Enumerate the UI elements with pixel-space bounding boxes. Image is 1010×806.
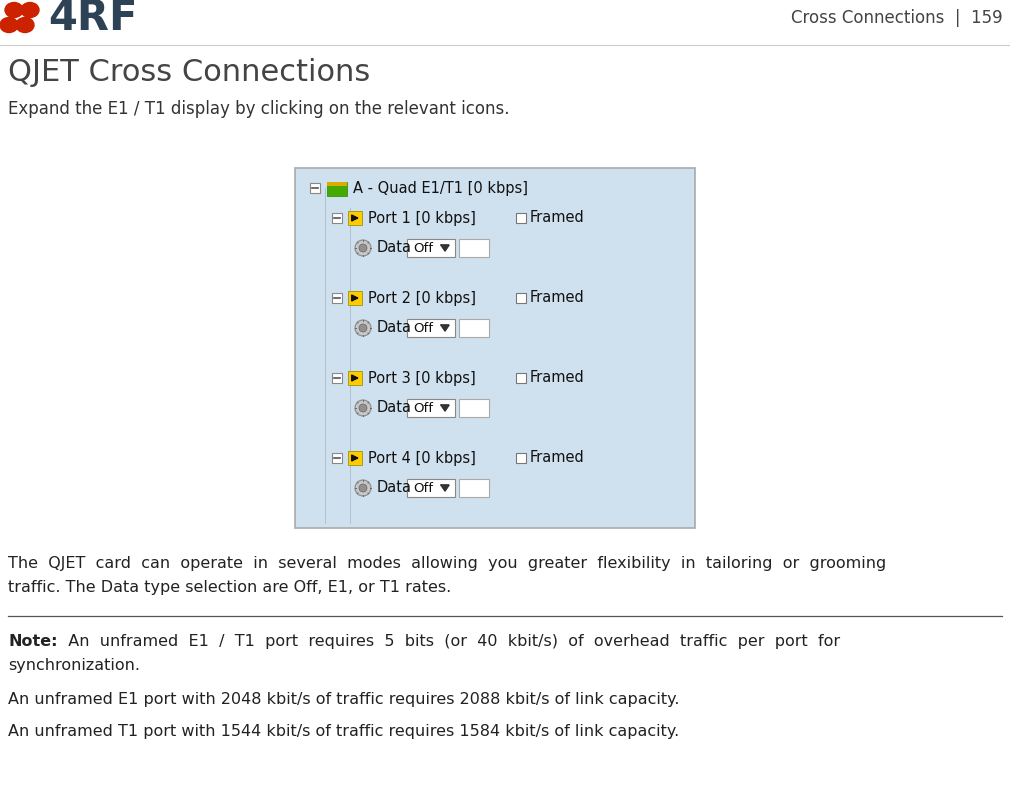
Bar bbox=[407, 399, 454, 417]
Bar bbox=[459, 399, 489, 417]
Text: Data: Data bbox=[377, 401, 412, 416]
Circle shape bbox=[355, 320, 371, 336]
Text: Framed: Framed bbox=[530, 290, 585, 305]
Text: Port 2 [0 kbps]: Port 2 [0 kbps] bbox=[368, 290, 476, 305]
Text: Framed: Framed bbox=[530, 210, 585, 226]
Text: QJET Cross Connections: QJET Cross Connections bbox=[8, 58, 371, 87]
Ellipse shape bbox=[5, 2, 23, 18]
Text: Off: Off bbox=[413, 481, 433, 495]
Bar bbox=[516, 373, 526, 383]
Polygon shape bbox=[441, 405, 449, 411]
Circle shape bbox=[355, 240, 371, 256]
Text: Data: Data bbox=[377, 240, 412, 256]
Bar bbox=[516, 453, 526, 463]
Circle shape bbox=[359, 244, 367, 252]
Polygon shape bbox=[441, 245, 449, 251]
Circle shape bbox=[359, 404, 367, 412]
Polygon shape bbox=[441, 485, 449, 491]
Ellipse shape bbox=[21, 2, 39, 18]
Ellipse shape bbox=[0, 18, 18, 32]
Text: Framed: Framed bbox=[530, 371, 585, 385]
Bar bbox=[407, 239, 454, 257]
Circle shape bbox=[359, 484, 367, 492]
Text: Note:: Note: bbox=[8, 634, 58, 649]
Bar bbox=[459, 319, 489, 337]
Bar bbox=[516, 213, 526, 223]
Polygon shape bbox=[441, 325, 449, 331]
Text: The  QJET  card  can  operate  in  several  modes  allowing  you  greater  flexi: The QJET card can operate in several mod… bbox=[8, 556, 886, 571]
Bar bbox=[327, 182, 347, 196]
Text: An  unframed  E1  /  T1  port  requires  5  bits  (or  40  kbit/s)  of  overhead: An unframed E1 / T1 port requires 5 bits… bbox=[58, 634, 840, 649]
Text: Cross Connections  |  159: Cross Connections | 159 bbox=[792, 9, 1003, 27]
Bar bbox=[348, 451, 362, 465]
Circle shape bbox=[355, 400, 371, 416]
Text: Port 3 [0 kbps]: Port 3 [0 kbps] bbox=[368, 371, 476, 385]
Bar bbox=[327, 182, 347, 186]
Text: Framed: Framed bbox=[530, 451, 585, 466]
Bar bbox=[295, 168, 695, 528]
Ellipse shape bbox=[16, 18, 34, 32]
Text: 4RF: 4RF bbox=[48, 0, 137, 39]
Text: Data: Data bbox=[377, 321, 412, 335]
Bar bbox=[459, 239, 489, 257]
Bar bbox=[407, 479, 454, 497]
Text: Off: Off bbox=[413, 401, 433, 414]
Bar bbox=[348, 371, 362, 385]
Bar bbox=[332, 373, 342, 383]
Text: Port 4 [0 kbps]: Port 4 [0 kbps] bbox=[368, 451, 476, 466]
Bar bbox=[348, 211, 362, 225]
Text: An unframed E1 port with 2048 kbit/s of traffic requires 2088 kbit/s of link cap: An unframed E1 port with 2048 kbit/s of … bbox=[8, 692, 680, 707]
Text: Expand the E1 / T1 display by clicking on the relevant icons.: Expand the E1 / T1 display by clicking o… bbox=[8, 100, 509, 118]
Bar bbox=[407, 319, 454, 337]
Text: Port 1 [0 kbps]: Port 1 [0 kbps] bbox=[368, 210, 476, 226]
Text: traffic. The Data type selection are Off, E1, or T1 rates.: traffic. The Data type selection are Off… bbox=[8, 580, 451, 595]
Bar bbox=[348, 291, 362, 305]
Bar bbox=[332, 293, 342, 303]
Text: Data: Data bbox=[377, 480, 412, 496]
Circle shape bbox=[359, 324, 367, 332]
Bar bbox=[332, 453, 342, 463]
Circle shape bbox=[355, 480, 371, 496]
Text: A - Quad E1/T1 [0 kbps]: A - Quad E1/T1 [0 kbps] bbox=[354, 181, 528, 196]
Text: An unframed T1 port with 1544 kbit/s of traffic requires 1584 kbit/s of link cap: An unframed T1 port with 1544 kbit/s of … bbox=[8, 724, 680, 739]
Bar bbox=[332, 213, 342, 223]
Text: Off: Off bbox=[413, 322, 433, 334]
Bar bbox=[516, 293, 526, 303]
Text: synchronization.: synchronization. bbox=[8, 658, 140, 673]
Bar bbox=[459, 479, 489, 497]
Text: Off: Off bbox=[413, 242, 433, 255]
Bar bbox=[310, 183, 320, 193]
